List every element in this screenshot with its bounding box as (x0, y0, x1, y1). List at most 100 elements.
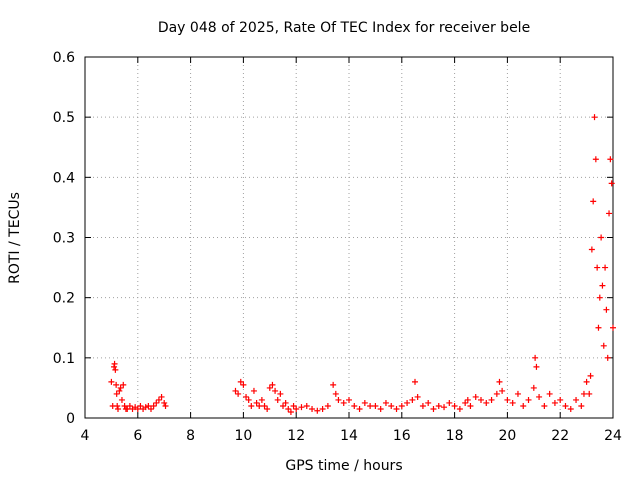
y-axis-label: ROTI / TECUs (7, 192, 23, 284)
data-point (134, 405, 141, 412)
data-point (504, 396, 511, 403)
data-point (414, 393, 421, 400)
data-point (298, 404, 305, 411)
x-tick-label: 8 (186, 428, 195, 444)
x-tick-label: 16 (393, 428, 411, 444)
data-point (541, 402, 548, 409)
data-point (126, 402, 133, 409)
data-point (367, 402, 374, 409)
data-point (409, 396, 416, 403)
data-point (580, 390, 587, 397)
data-point (153, 399, 160, 406)
data-point (567, 405, 574, 412)
data-point (124, 405, 131, 412)
data-point (590, 198, 597, 205)
data-point (536, 393, 543, 400)
data-point (293, 405, 300, 412)
chart-title: Day 048 of 2025, Rate Of TEC Index for r… (158, 20, 530, 36)
data-point (148, 405, 154, 412)
data-point (602, 264, 609, 271)
data-point (250, 387, 257, 394)
data-point (113, 381, 120, 388)
data-point (324, 402, 331, 409)
data-point (594, 264, 601, 271)
data-point (277, 390, 284, 397)
x-axis-label: GPS time / hours (285, 458, 402, 474)
data-point (425, 399, 432, 406)
data-point (155, 396, 162, 403)
data-point (587, 372, 594, 379)
grid (85, 57, 613, 418)
data-point (256, 402, 263, 409)
data-point (603, 306, 610, 313)
data-point (441, 404, 448, 411)
data-point (330, 381, 337, 388)
data-point (285, 405, 292, 412)
data-point (290, 402, 297, 409)
data-point (464, 396, 471, 403)
data-point (514, 390, 521, 397)
data-point (493, 390, 500, 397)
x-tick-label: 14 (340, 428, 358, 444)
data-point (116, 387, 123, 394)
data-point (478, 396, 484, 403)
data-point (142, 404, 149, 411)
data-point (583, 378, 590, 385)
data-point (377, 405, 384, 412)
data-point (261, 402, 268, 409)
data-point (115, 405, 121, 412)
data-point (546, 390, 553, 397)
data-point (235, 390, 242, 397)
data-point (303, 402, 310, 409)
data-point (253, 399, 260, 406)
data-point (351, 402, 358, 409)
data-point (533, 363, 540, 370)
data-point (162, 402, 169, 409)
data-point (114, 402, 121, 409)
data-point (578, 402, 585, 409)
y-tick-labels: 0 0.1 0.2 0.3 0.4 0.5 0.6 (53, 50, 75, 427)
data-point (112, 366, 119, 373)
data-point (248, 402, 255, 409)
data-point (595, 324, 602, 331)
x-tick-label: 24 (604, 428, 622, 444)
data-point (596, 294, 603, 301)
data-point (258, 396, 265, 403)
data-point (346, 396, 352, 403)
data-point (398, 402, 405, 409)
x-tick-labels: 4 6 8 10 12 14 16 18 20 22 24 (81, 428, 622, 444)
axis-ticks (84, 56, 614, 419)
y-tick-label: 0 (66, 411, 75, 427)
data-point (240, 381, 247, 388)
data-point (332, 390, 339, 397)
data-point (388, 402, 395, 409)
y-tick-label: 0.2 (53, 291, 75, 307)
data-point (232, 387, 239, 394)
data-point (361, 399, 368, 406)
data-point (607, 156, 614, 163)
data-point (243, 393, 250, 400)
data-point (266, 384, 273, 391)
data-point (245, 396, 252, 403)
y-tick-label: 0.1 (53, 351, 75, 367)
x-tick-label: 18 (446, 428, 464, 444)
data-point (462, 399, 469, 406)
data-point (557, 396, 564, 403)
y-tick-label: 0.3 (53, 231, 75, 247)
data-point (592, 156, 599, 163)
data-point (591, 114, 598, 121)
data-point (137, 402, 144, 409)
x-tick-label: 12 (287, 428, 305, 444)
data-point (404, 399, 411, 406)
data-point (382, 399, 389, 406)
data-point (451, 402, 458, 409)
data-point (340, 399, 347, 406)
data-point (412, 378, 418, 385)
data-point (120, 381, 127, 388)
data-point (272, 387, 279, 394)
data-points (108, 114, 616, 415)
data-point (319, 405, 326, 412)
y-tick-label: 0.4 (53, 170, 75, 186)
data-point (269, 381, 276, 388)
data-point (467, 402, 474, 409)
